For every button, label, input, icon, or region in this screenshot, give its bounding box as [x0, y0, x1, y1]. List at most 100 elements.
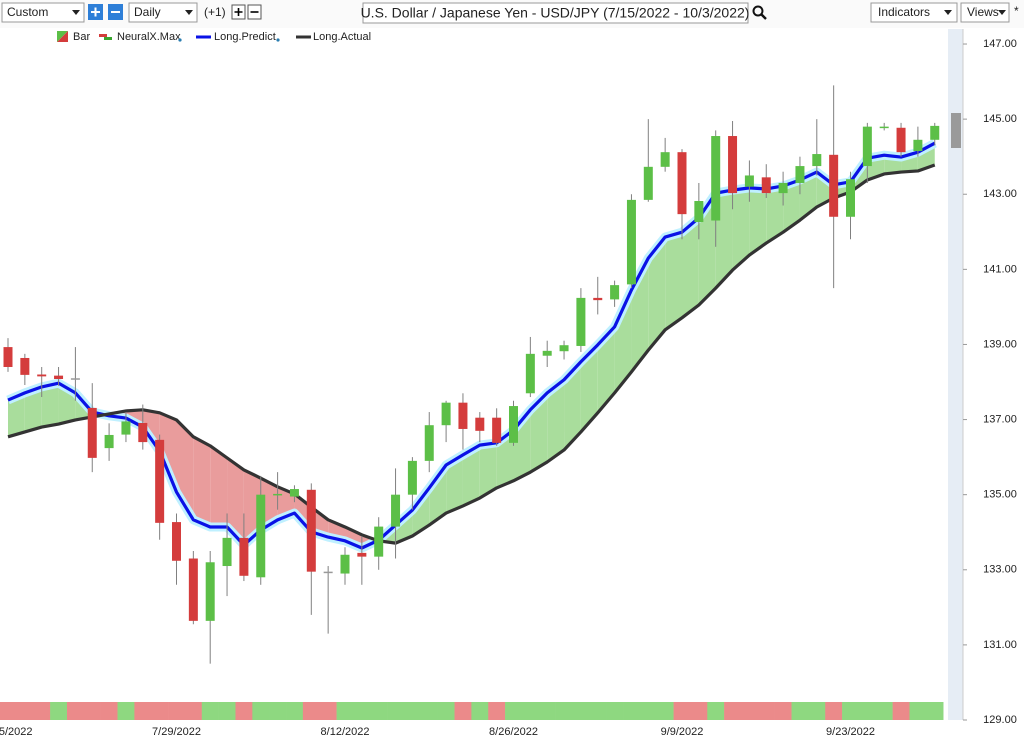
- layout-value: Custom: [7, 5, 48, 19]
- spread-fill: [193, 436, 211, 527]
- candle-body: [374, 526, 384, 557]
- candle-body: [744, 175, 754, 187]
- signal-cell: [319, 702, 337, 720]
- signal-cell: [471, 702, 489, 720]
- candle-body: [812, 154, 822, 167]
- candle-body: [407, 460, 417, 495]
- layout-select[interactable]: Custom: [1, 2, 85, 23]
- candle-body: [54, 375, 64, 380]
- signal-cell: [488, 702, 506, 720]
- spread-fill: [210, 445, 228, 527]
- y-tick-label: 139.00: [983, 338, 1017, 350]
- signal-cell: [589, 702, 607, 720]
- signal-cell: [33, 702, 51, 720]
- signal-cell: [673, 702, 691, 720]
- legend-signal-icon: [99, 34, 107, 37]
- signal-cell: [757, 702, 775, 720]
- x-tick-label: 7/15/2022: [0, 726, 32, 738]
- signal-cell: [774, 702, 792, 720]
- candle-body: [441, 402, 451, 426]
- candle-body: [862, 126, 872, 167]
- candle-body: [104, 434, 114, 449]
- y-tick-label: 145.00: [983, 113, 1017, 125]
- signal-cell: [521, 702, 540, 720]
- spread-fill: [227, 457, 244, 545]
- signal-cell: [353, 702, 371, 720]
- spread-fill: [749, 187, 767, 256]
- candle-body: [795, 166, 805, 183]
- candle-body: [289, 489, 299, 497]
- legend-signal-icon: [104, 37, 112, 40]
- signal-cell: [235, 702, 253, 720]
- signal-cell: [387, 702, 405, 720]
- candle-body: [188, 558, 198, 621]
- signal-cell: [842, 702, 860, 720]
- signal-cell: [218, 702, 236, 720]
- spread-fill: [564, 361, 581, 450]
- signal-cell: [117, 702, 135, 720]
- candle-body: [121, 421, 131, 435]
- signal-cell: [690, 702, 708, 720]
- scroll-thumb[interactable]: [951, 113, 961, 148]
- spread-fill: [766, 185, 784, 244]
- legend: Bar NeuralX.Max Long.Predict Long.Actual: [57, 31, 371, 43]
- candle-body: [694, 200, 704, 223]
- candle-body: [610, 285, 620, 300]
- candle-body: [138, 422, 148, 443]
- candle-body: [205, 562, 215, 621]
- signal-cell: [134, 702, 152, 720]
- series-line: [7, 163, 936, 545]
- signal-cell: [505, 702, 523, 720]
- candle-body: [728, 136, 738, 194]
- spread-fill: [648, 237, 666, 351]
- x-tick-label: 9/23/2022: [826, 726, 875, 738]
- legend-label: Long.Actual: [313, 31, 371, 43]
- candle-body: [711, 136, 721, 221]
- candle-body: [913, 139, 923, 152]
- signal-cell: [437, 702, 455, 720]
- zoom-out[interactable]: [108, 4, 123, 20]
- scrollbar[interactable]: [948, 29, 963, 720]
- candle-body: [778, 182, 788, 194]
- signal-cell: [808, 702, 826, 720]
- spread-fill: [682, 217, 699, 318]
- spread-fill: [597, 326, 615, 413]
- signal-cell: [555, 702, 573, 720]
- y-tick-label: 143.00: [983, 188, 1017, 200]
- period-select[interactable]: Daily: [128, 2, 198, 23]
- offset-plus[interactable]: [231, 4, 246, 20]
- signal-cell: [639, 702, 658, 720]
- candle-body: [626, 199, 636, 285]
- signal-cell: [83, 702, 101, 720]
- signal-cell: [875, 702, 893, 720]
- signal-cell: [168, 702, 186, 720]
- signal-cell: [403, 702, 422, 720]
- zoom-in[interactable]: [88, 4, 103, 20]
- legend-dot: [276, 38, 280, 42]
- chart-title: U.S. Dollar / Japanese Yen - USD/JPY (7/…: [361, 5, 750, 21]
- signal-cell: [50, 702, 68, 720]
- signal-cell: [269, 702, 287, 720]
- signal-cell: [926, 702, 944, 720]
- candle-body: [475, 417, 485, 431]
- views-menu[interactable]: Views: [960, 2, 1010, 23]
- x-tick-label: 8/26/2022: [489, 726, 538, 738]
- y-tick-label: 135.00: [983, 489, 1017, 501]
- signal-cell: [252, 702, 270, 720]
- candle-body: [525, 353, 535, 394]
- candle-body: [643, 166, 653, 200]
- candle-body: [896, 127, 906, 153]
- signal-cell: [151, 702, 169, 720]
- search[interactable]: [752, 5, 767, 20]
- indicators-menu[interactable]: Indicators: [870, 2, 958, 23]
- signal-cell: [201, 702, 219, 720]
- symbol-box[interactable]: U.S. Dollar / Japanese Yen - USD/JPY (7/…: [361, 2, 750, 24]
- signal-cell: [740, 702, 759, 720]
- signal-cell: [66, 702, 85, 720]
- signal-cell: [572, 702, 590, 720]
- offset-minus[interactable]: [247, 4, 262, 20]
- signal-cell: [336, 702, 354, 720]
- legend-label: NeuralX.Max: [117, 31, 181, 43]
- candle-body: [677, 152, 687, 215]
- signal-cell: [825, 702, 843, 720]
